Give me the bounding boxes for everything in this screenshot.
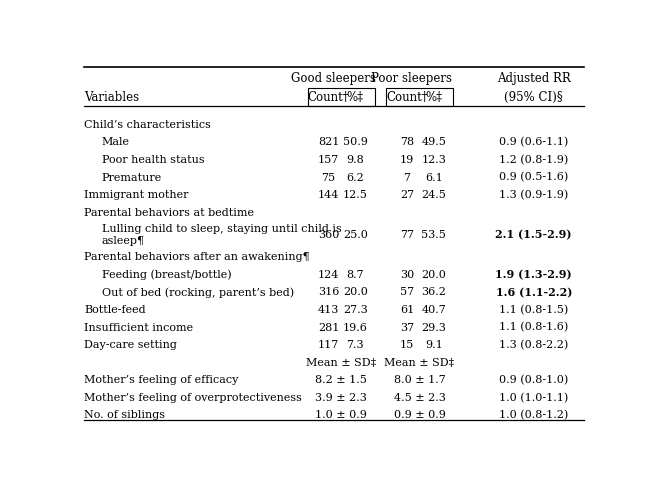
Text: Poor health status: Poor health status (102, 155, 204, 165)
Text: 12.3: 12.3 (421, 155, 446, 165)
Text: %‡: %‡ (425, 91, 442, 104)
Text: Parental behaviors at bedtime: Parental behaviors at bedtime (84, 207, 254, 217)
Text: Insufficient income: Insufficient income (84, 322, 193, 332)
Text: 29.3: 29.3 (421, 322, 446, 332)
Text: Premature: Premature (102, 172, 162, 182)
Text: 144: 144 (318, 190, 339, 200)
Text: 6.1: 6.1 (425, 172, 443, 182)
Text: Count†: Count† (308, 91, 349, 104)
Text: Day-care setting: Day-care setting (84, 339, 177, 349)
Text: 75: 75 (321, 172, 336, 182)
Text: 0.9 ± 0.9: 0.9 ± 0.9 (394, 409, 445, 420)
Text: 1.3 (0.9-1.9): 1.3 (0.9-1.9) (499, 190, 569, 200)
Text: 8.2 ± 1.5: 8.2 ± 1.5 (316, 375, 367, 384)
Text: 57: 57 (400, 287, 414, 297)
Text: 8.0 ± 1.7: 8.0 ± 1.7 (394, 375, 445, 384)
Text: Variables: Variables (84, 91, 139, 104)
Text: Child’s characteristics: Child’s characteristics (84, 120, 211, 130)
Text: 0.9 (0.6-1.1): 0.9 (0.6-1.1) (499, 137, 569, 147)
Text: 40.7: 40.7 (421, 304, 446, 315)
Text: Immigrant mother: Immigrant mother (84, 190, 188, 200)
Text: 9.8: 9.8 (346, 155, 364, 165)
Text: Parental behaviors after an awakening¶: Parental behaviors after an awakening¶ (84, 252, 310, 262)
Text: 27.3: 27.3 (343, 304, 368, 315)
Text: Male: Male (102, 137, 130, 147)
Text: 3.9 ± 2.3: 3.9 ± 2.3 (316, 392, 367, 402)
Text: 413: 413 (318, 304, 339, 315)
Text: Bottle-feed: Bottle-feed (84, 304, 145, 315)
Text: Count†: Count† (386, 91, 428, 104)
Text: (95% CI)§: (95% CI)§ (505, 91, 563, 104)
Text: 157: 157 (318, 155, 339, 165)
Text: 0.9 (0.5-1.6): 0.9 (0.5-1.6) (499, 172, 569, 182)
Text: Mother’s feeling of efficacy: Mother’s feeling of efficacy (84, 375, 239, 384)
Text: Poor sleepers: Poor sleepers (371, 72, 452, 85)
Text: 124: 124 (318, 270, 339, 279)
Text: 4.5 ± 2.3: 4.5 ± 2.3 (394, 392, 445, 402)
Text: 53.5: 53.5 (421, 229, 446, 240)
Text: 50.9: 50.9 (343, 137, 368, 147)
Text: 30: 30 (400, 270, 414, 279)
Text: 1.1 (0.8-1.6): 1.1 (0.8-1.6) (499, 322, 569, 332)
Text: 1.0 (1.0-1.1): 1.0 (1.0-1.1) (499, 392, 569, 402)
Text: 117: 117 (318, 339, 339, 349)
Text: 37: 37 (400, 322, 414, 332)
Text: Out of bed (rocking, parent’s bed): Out of bed (rocking, parent’s bed) (102, 287, 294, 297)
Text: Mean ± SD‡: Mean ± SD‡ (306, 357, 376, 367)
Text: 78: 78 (400, 137, 414, 147)
Text: 7: 7 (404, 172, 410, 182)
Text: Lulling child to sleep, staying until child is
asleep¶: Lulling child to sleep, staying until ch… (102, 224, 342, 245)
Text: Adjusted RR: Adjusted RR (497, 72, 570, 85)
Text: 15: 15 (400, 339, 414, 349)
Text: 1.9 (1.3-2.9): 1.9 (1.3-2.9) (496, 269, 572, 280)
Text: 20.0: 20.0 (421, 270, 446, 279)
Text: 821: 821 (318, 137, 339, 147)
Text: 6.2: 6.2 (346, 172, 364, 182)
Text: %‡: %‡ (347, 91, 364, 104)
Text: 77: 77 (400, 229, 414, 240)
Text: 24.5: 24.5 (421, 190, 446, 200)
Text: 49.5: 49.5 (421, 137, 446, 147)
Text: 2.1 (1.5-2.9): 2.1 (1.5-2.9) (496, 229, 572, 240)
Text: 1.6 (1.1-2.2): 1.6 (1.1-2.2) (496, 287, 572, 297)
Text: 7.3: 7.3 (347, 339, 364, 349)
Text: 1.0 (0.8-1.2): 1.0 (0.8-1.2) (499, 409, 569, 420)
Text: 316: 316 (318, 287, 339, 297)
Text: 9.1: 9.1 (425, 339, 443, 349)
Text: 281: 281 (318, 322, 339, 332)
Text: 360: 360 (318, 229, 339, 240)
Text: 20.0: 20.0 (343, 287, 368, 297)
Text: 1.1 (0.8-1.5): 1.1 (0.8-1.5) (499, 304, 569, 315)
Text: No. of siblings: No. of siblings (84, 409, 165, 420)
Text: Good sleepers: Good sleepers (291, 72, 376, 85)
Bar (386, 89, 453, 107)
Text: 19: 19 (400, 155, 414, 165)
Text: 27: 27 (400, 190, 414, 200)
Text: Mean ± SD‡: Mean ± SD‡ (385, 357, 454, 367)
Text: 61: 61 (400, 304, 414, 315)
Bar (308, 89, 375, 107)
Text: Feeding (breast/bottle): Feeding (breast/bottle) (102, 269, 231, 280)
Text: 0.9 (0.8-1.0): 0.9 (0.8-1.0) (499, 374, 569, 385)
Text: 12.5: 12.5 (343, 190, 368, 200)
Text: 8.7: 8.7 (347, 270, 364, 279)
Text: 1.2 (0.8-1.9): 1.2 (0.8-1.9) (499, 154, 569, 165)
Text: 19.6: 19.6 (343, 322, 368, 332)
Text: 1.3 (0.8-2.2): 1.3 (0.8-2.2) (499, 339, 569, 349)
Text: Mother’s feeling of overprotectiveness: Mother’s feeling of overprotectiveness (84, 392, 302, 402)
Text: 36.2: 36.2 (421, 287, 446, 297)
Text: 1.0 ± 0.9: 1.0 ± 0.9 (316, 409, 367, 420)
Text: 25.0: 25.0 (343, 229, 368, 240)
